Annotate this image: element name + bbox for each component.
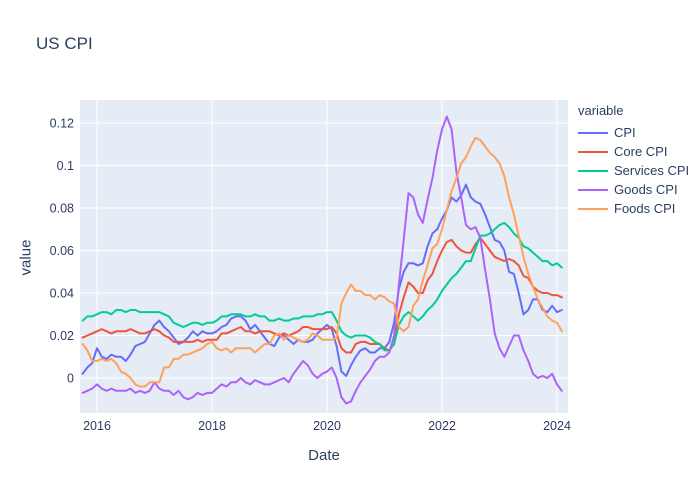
y-axis-title: value (17, 239, 35, 276)
x-tick-label: 2016 (83, 419, 111, 433)
series-line-goods-cpi[interactable] (81, 115, 563, 405)
legend-label: Goods CPI (614, 182, 678, 197)
legend-item-services-cpi[interactable]: Services CPI (578, 161, 689, 180)
y-tick-label: 0.1 (57, 159, 74, 173)
legend-item-foods-cpi[interactable]: Foods CPI (578, 199, 689, 218)
legend-line-swatch (578, 169, 608, 172)
legend-items: CPI Core CPI Services CPI Goods CPI Foods CP… (578, 123, 689, 218)
y-tick-label: 0.12 (50, 117, 74, 131)
legend-line-swatch (578, 150, 608, 153)
legend-title: variable (578, 103, 624, 118)
plot-background[interactable] (80, 100, 568, 413)
series-line-core-cpi[interactable] (81, 236, 563, 354)
y-tick-label: 0.08 (50, 202, 74, 216)
legend-label: CPI (614, 125, 636, 140)
legend-item-cpi[interactable]: CPI (578, 123, 689, 142)
x-tick-label: 2018 (198, 419, 226, 433)
legend-label: Foods CPI (614, 201, 676, 216)
legend-line-swatch (578, 207, 608, 210)
x-tick-label: 2020 (313, 419, 341, 433)
legend-label: Services CPI (614, 163, 690, 178)
series-line-foods-cpi[interactable] (81, 136, 563, 388)
legend-item-goods-cpi[interactable]: Goods CPI (578, 180, 689, 199)
legend-label: Core CPI (614, 144, 668, 159)
y-tick-label: 0 (67, 372, 74, 386)
y-tick-label: 0.02 (50, 329, 74, 343)
legend-item-core-cpi[interactable]: Core CPI (578, 142, 689, 161)
x-tick-label: 2022 (428, 419, 456, 433)
legend-line-swatch (578, 188, 608, 191)
legend-line-swatch (578, 131, 608, 134)
legend: variable CPI Core CPI Services CPI Goods CP… (578, 103, 689, 218)
x-axis-title: Date (308, 447, 340, 464)
chart-title: US CPI (36, 34, 93, 53)
y-tick-label: 0.06 (50, 244, 74, 258)
x-tick-label: 2024 (543, 419, 571, 433)
series-line-services-cpi[interactable] (81, 221, 563, 352)
y-tick-label: 0.04 (50, 287, 74, 301)
